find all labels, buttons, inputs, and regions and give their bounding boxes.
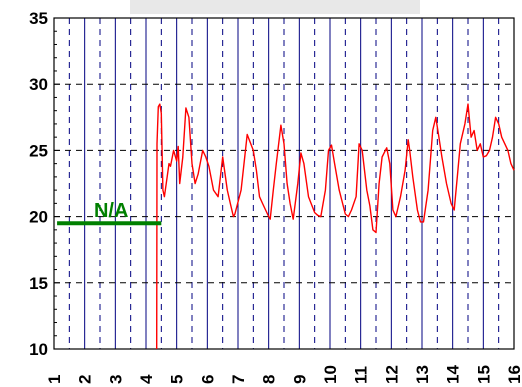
x-tick-labels: 1 2 3 4 5 6 7 8 9 10 11 12 13 14 15 16 bbox=[45, 365, 522, 384]
x-tick-label: 16 bbox=[505, 365, 522, 384]
plot-frame bbox=[53, 17, 515, 350]
x-tick-label: 5 bbox=[168, 375, 187, 384]
x-tick-label: 10 bbox=[321, 365, 340, 384]
y-tick-label: 20 bbox=[29, 208, 48, 227]
x-tick-label: 6 bbox=[198, 375, 217, 384]
y-tick-label: 35 bbox=[29, 9, 48, 28]
grid-lines bbox=[53, 18, 515, 349]
y-tick-label: 10 bbox=[29, 340, 48, 359]
x-tick-label: 12 bbox=[382, 365, 401, 384]
y-tick-label: 15 bbox=[29, 274, 48, 293]
annotation-group: N/A bbox=[57, 200, 162, 226]
x-tick-label: 9 bbox=[290, 375, 309, 384]
series-group bbox=[155, 103, 515, 350]
x-tick-label: 7 bbox=[229, 375, 248, 384]
title-box bbox=[130, 0, 420, 14]
axes bbox=[53, 17, 515, 350]
x-tick-label: 1 bbox=[45, 375, 64, 384]
series-line bbox=[155, 103, 515, 350]
x-tick-label: 8 bbox=[260, 375, 279, 384]
y-tick-labels: 10 15 20 25 30 35 bbox=[29, 9, 48, 359]
y-tick-label: 25 bbox=[29, 141, 48, 160]
x-tick-label: 13 bbox=[413, 365, 432, 384]
x-tick-label: 11 bbox=[352, 366, 371, 384]
x-tick-label: 2 bbox=[76, 375, 95, 384]
y-tick-label: 30 bbox=[29, 75, 48, 94]
x-tick-label: 4 bbox=[137, 374, 156, 384]
na-label: N/A bbox=[94, 200, 128, 222]
x-tick-label: 15 bbox=[474, 365, 493, 384]
x-tick-label: 14 bbox=[444, 365, 463, 384]
x-tick-label: 3 bbox=[106, 375, 125, 384]
